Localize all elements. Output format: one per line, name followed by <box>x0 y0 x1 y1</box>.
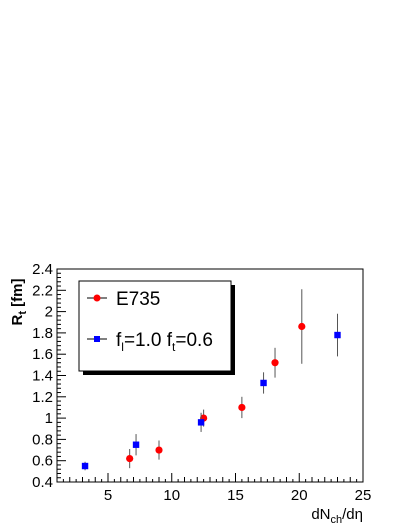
data-point-model <box>260 379 267 387</box>
legend-box <box>78 280 232 372</box>
data-point-e735 <box>126 454 134 463</box>
legend: E735 fl=1.0 ft=0.6 <box>78 280 235 375</box>
data-point-model <box>132 441 140 448</box>
x-tick-label: 20 <box>291 487 308 504</box>
x-tick-label: 25 <box>355 487 372 504</box>
x-axis-title: dNch/dη <box>311 506 363 526</box>
y-tick-label: 2 <box>45 304 53 321</box>
data-point-model <box>334 331 341 339</box>
y-tick-label: 2.2 <box>32 282 53 299</box>
axes: 5 10 15 20 25 0.4 0.6 0.8 1 1.2 1.4 1.6 1.8 2 2.2 2.4 <box>32 261 371 504</box>
legend-model-marker <box>94 336 100 342</box>
data-point-e735 <box>155 446 163 454</box>
data-point-model <box>197 419 205 426</box>
y-tick-label: 1.6 <box>32 346 53 363</box>
x-axis-title-sub: ch <box>331 514 343 526</box>
y-tick-label: 1.8 <box>32 325 53 342</box>
y-tick-label: 1.2 <box>32 389 53 406</box>
data-point-e735 <box>271 359 279 367</box>
x-tick-label: 15 <box>227 487 244 504</box>
y-tick-label: 2.4 <box>32 261 53 278</box>
data-marks <box>81 289 341 471</box>
y-tick-label: 1 <box>45 410 53 427</box>
y-tick-label: 1.4 <box>32 368 53 385</box>
legend-e735-label: E735 <box>116 289 160 310</box>
data-point-e735 <box>298 322 306 331</box>
y-axis-title: Rt [fm] <box>9 278 29 325</box>
y-axis-title-sub: t <box>17 311 29 315</box>
x-tick-label: 10 <box>163 487 180 504</box>
y-axis-title-main: R <box>9 315 26 326</box>
y-tick-label: 0.6 <box>32 453 53 470</box>
legend-e735-marker <box>93 294 101 302</box>
data-point-e735 <box>238 403 246 412</box>
x-axis-title-tail: /dη <box>342 506 363 523</box>
y-tick-label: 0.4 <box>32 474 53 491</box>
x-tick-label: 5 <box>104 487 112 504</box>
data-point-model <box>81 462 89 470</box>
legend-model-label: fl=1.0 ft=0.6 <box>116 330 213 354</box>
x-axis-title-main: dN <box>311 506 330 523</box>
y-axis-title-tail: [fm] <box>9 278 26 311</box>
y-tick-label: 0.8 <box>32 431 53 448</box>
